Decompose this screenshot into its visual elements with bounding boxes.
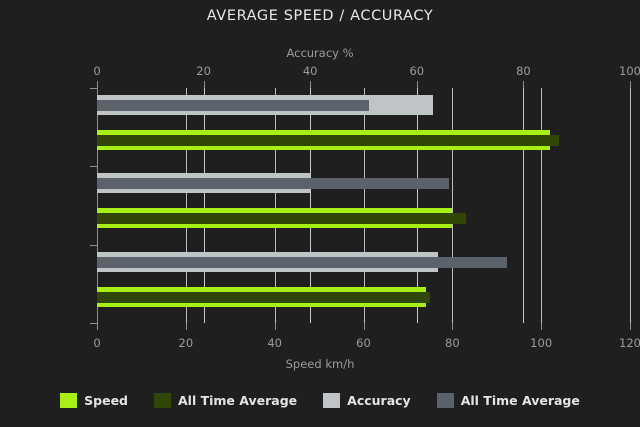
tickmark-tm-bottom-60 [363,323,365,330]
top-ticks-60: 60 [409,64,425,78]
legend-swatch-icon-3 [436,393,454,408]
chart-legend: Speed All Time Average Accuracy All Time Av… [0,393,640,408]
chart-title: AVERAGE SPEED / ACCURACY [206,8,434,24]
category-tick-1 [90,166,97,167]
gridline-bottom-120 [630,88,631,323]
tickmark-tm-top-0 [97,81,98,88]
bar-accuracy-average-2 [97,256,508,268]
tickmark-tm-bottom-20 [185,323,187,330]
bottom-ticks-80: 80 [445,336,460,350]
category-tick-0 [90,88,97,89]
top-ticks-0: 0 [93,64,101,78]
legend-swatch-icon-0 [60,393,78,408]
tickmark-tm-bottom-0 [97,323,98,330]
category-tick-2 [90,245,97,246]
bar-speed-average-1 [97,213,466,225]
legend-swatch-icon-1 [154,393,171,408]
top-ticks-20: 20 [196,64,211,78]
bar-speed-average-0 [97,135,559,146]
legend-label-3: All Time Average [460,393,580,408]
tickmark-tm-top-40 [310,81,312,88]
gridline-top-80 [523,88,525,323]
tickmark-tm-bottom-80 [452,323,454,330]
top-ticks-100: 100 [619,64,640,78]
legend-label-2: Accuracy [347,393,411,408]
bar-accuracy-average-0 [97,100,369,111]
bottom-ticks-100: 100 [530,336,553,350]
plot-area: 1st Serve2nd ServeGrnd Stroke [90,81,640,330]
tickmark-tm-bottom-40 [274,323,276,330]
tickmark-tm-top-100 [630,81,631,88]
bar-speed-average-2 [97,291,431,303]
gridline-bottom-20 [185,88,187,323]
bottom-ticks-20: 20 [178,336,194,350]
top-axis-tick-labels: 0 20 40 60 80 100 [0,64,640,80]
bar-accuracy-average-1 [97,178,449,190]
legend-item-2[interactable]: Accuracy [323,393,411,408]
bottom-ticks-120: 120 [619,336,640,350]
gridline-bottom-60 [363,88,365,323]
top-axis-title: Accuracy % [286,46,354,60]
legend-item-1[interactable]: All Time Average [154,393,297,408]
legend-label-1: All Time Average [178,393,298,408]
gridline-bottom-100 [541,88,543,323]
legend-label-0: Speed [84,393,128,408]
bottom-ticks-40: 40 [267,336,282,350]
gridline-top-40 [310,88,312,323]
bottom-ticks-0: 0 [93,336,101,350]
tickmark-tm-top-80 [523,81,525,88]
category-axis-line [97,88,98,323]
tickmark-tm-bottom-100 [541,323,543,330]
legend-swatch-icon-2 [323,393,341,408]
top-ticks-80: 80 [516,64,531,78]
bottom-ticks-60: 60 [356,336,371,350]
tickmark-tm-top-60 [416,81,418,88]
legend-item-0[interactable]: Speed [60,393,128,408]
gridline-bottom-40 [274,88,276,323]
top-ticks-40: 40 [302,64,318,78]
gridline-bottom-80 [452,88,454,323]
legend-item-3[interactable]: All Time Average [436,393,580,408]
tickmark-tm-top-20 [203,81,205,88]
tickmark-tm-bottom-120 [630,323,631,330]
gridline-top-60 [416,88,418,323]
bottom-axis-tick-labels: 0 20 40 60 80 100 120 [0,336,640,352]
gridline-top-20 [203,88,205,323]
category-tick-end [90,323,97,324]
bottom-axis-title: Speed km/h [285,357,355,371]
